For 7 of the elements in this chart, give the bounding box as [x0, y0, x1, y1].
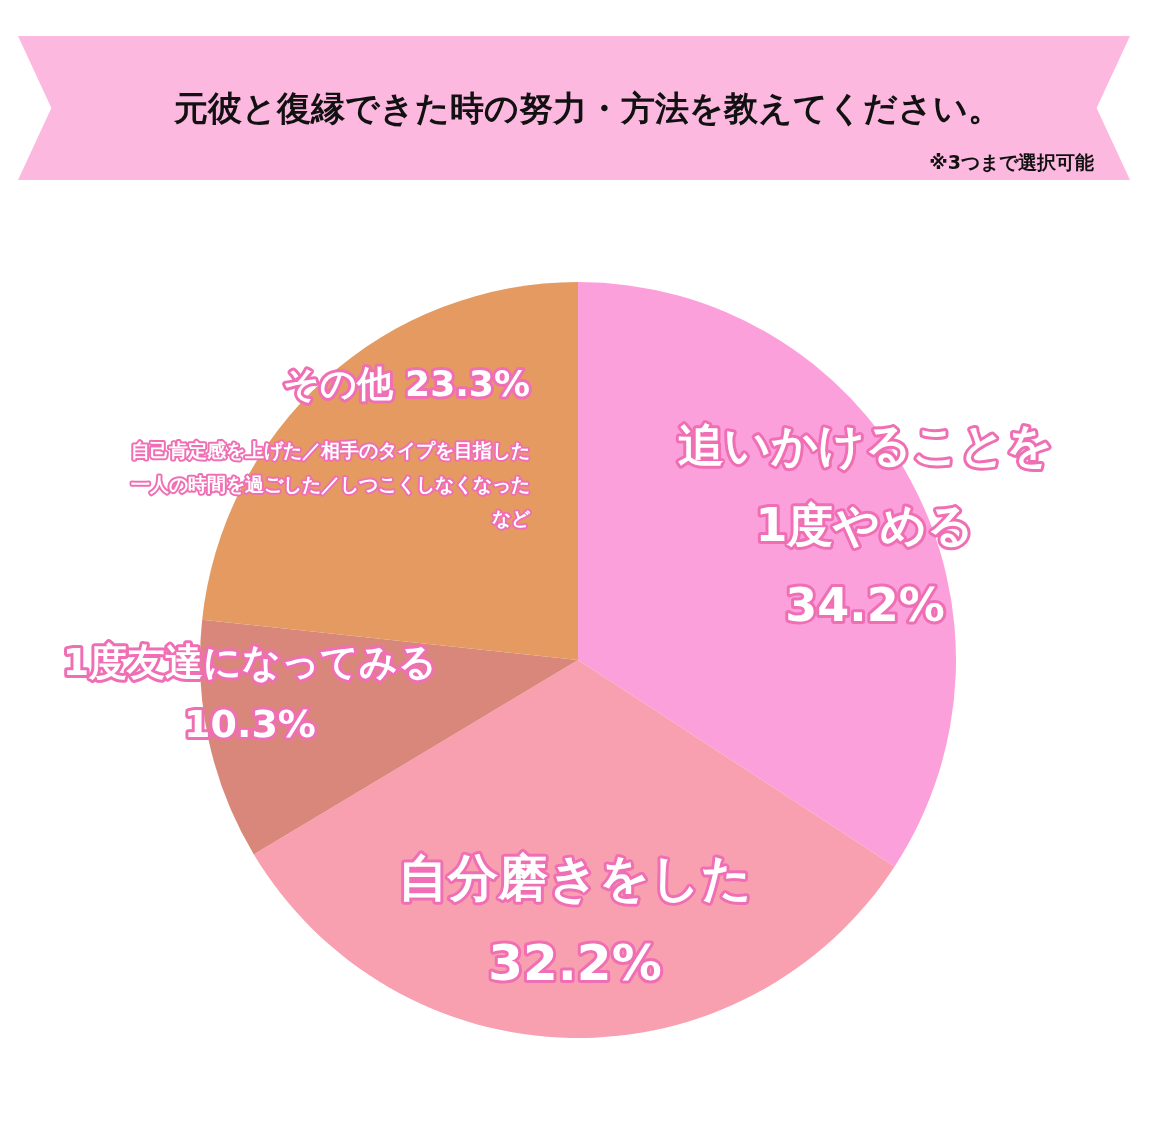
slice-label: その他 23.3%	[282, 362, 530, 404]
data-label: 32.2%	[488, 933, 662, 992]
data-label: 34.2%	[785, 578, 945, 632]
chart-title: 元彼と復縁できた時の努力・方法を教えてください。	[173, 87, 1003, 130]
slice-label: 自分磨きをした	[398, 848, 752, 907]
chart-subtitle: ※3つまで選択可能	[929, 150, 1094, 175]
text: 自己肯定感を上げた／相手のタイプを目指した一人の時間を過ごした／しつこくしなくなったなど	[131, 439, 531, 529]
